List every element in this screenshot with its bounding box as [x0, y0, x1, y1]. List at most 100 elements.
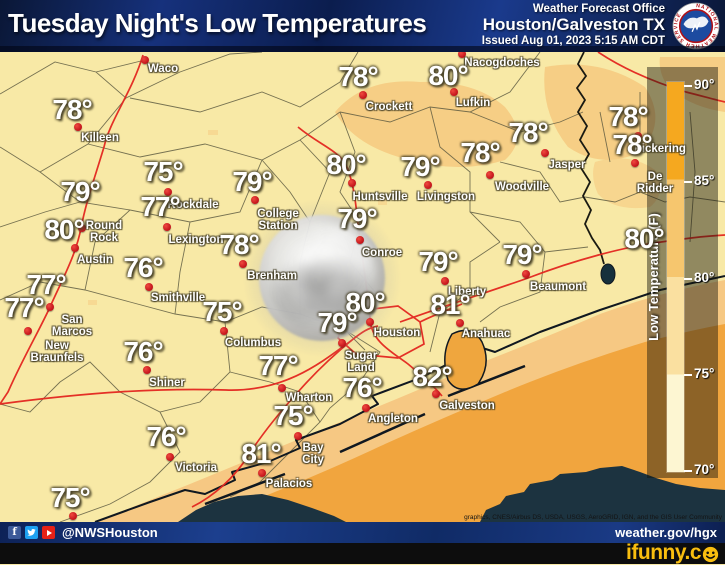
temp-label: 78°	[460, 137, 500, 168]
city-dot	[541, 149, 549, 157]
legend-color-bar	[667, 82, 684, 472]
footer-bar: f @NWSHouston weather.gov/hgx	[0, 522, 725, 543]
temp-label: 78°	[52, 94, 92, 125]
temp-label: 79°	[400, 151, 440, 182]
city-label: Sugar Land	[344, 349, 378, 374]
city-label: Anahuac	[461, 327, 511, 340]
temp-label: 79°	[502, 239, 542, 270]
legend-tick-mark	[684, 277, 692, 280]
city-dot	[359, 91, 367, 99]
city-dot	[74, 123, 82, 131]
temp-label: 79°	[60, 176, 100, 207]
temp-label: 78°	[608, 101, 648, 132]
temp-label: 77°	[258, 350, 298, 381]
city-dot	[239, 260, 247, 268]
city-dot	[458, 52, 466, 58]
city-dot	[634, 132, 642, 140]
forecast-map: Waco Killeen Rockdale Lexington Round Rock Au…	[0, 52, 725, 522]
city-label: Lexington	[168, 233, 224, 246]
youtube-icon	[42, 526, 55, 539]
city-dot	[432, 390, 440, 398]
header-bar: Tuesday Night's Low Temperatures Weather…	[0, 0, 725, 52]
legend-tick-mark	[684, 181, 692, 184]
city-dot	[486, 171, 494, 179]
office-name: Houston/Galveston TX	[482, 14, 665, 34]
city-dot	[348, 179, 356, 187]
city-label: Waco	[147, 62, 179, 75]
city-dot	[163, 223, 171, 231]
temp-label: 78°	[508, 117, 548, 148]
temp-label: 80°	[326, 149, 366, 180]
city-label: Rockdale	[167, 198, 219, 211]
city-dot	[166, 453, 174, 461]
temp-label: 77°	[4, 292, 44, 323]
city-label: Bay City	[302, 441, 324, 466]
temp-label: 80°	[345, 287, 385, 318]
city-label: Livingston	[416, 190, 476, 203]
city-label: Galveston	[439, 399, 495, 412]
city-label: San Marcos	[51, 313, 93, 338]
legend-tick-mark	[684, 470, 692, 472]
city-label: Shiner	[149, 376, 185, 389]
city-label: Killeen	[81, 131, 119, 144]
city-dot	[356, 236, 364, 244]
city-dot	[456, 319, 464, 327]
temp-label: 79°	[317, 307, 357, 338]
social-handle: @NWSHouston	[62, 525, 158, 540]
temp-label: 75°	[273, 400, 313, 431]
city-label: Pickering	[634, 142, 686, 155]
city-label: Liberty	[447, 285, 487, 298]
legend-tick-label: 70°	[694, 462, 715, 478]
city-dot	[143, 366, 151, 374]
watermark-bar: ifunny.c	[0, 541, 725, 565]
city-label: Conroe	[361, 246, 403, 259]
facebook-icon: f	[8, 526, 21, 539]
city-label: Wharton	[285, 391, 333, 404]
city-label: College Station	[257, 207, 299, 232]
city-label: Angleton	[368, 412, 418, 425]
temp-label: 75°	[202, 296, 242, 327]
city-dot	[71, 244, 79, 252]
city-label: Huntsville	[352, 190, 408, 203]
city-dot	[251, 196, 259, 204]
temp-label: 81°	[241, 438, 281, 469]
temp-label: 78°	[338, 61, 378, 92]
city-dot	[522, 270, 530, 278]
ifunny-text: ifunny.c	[626, 541, 701, 564]
temp-label: 80°	[428, 60, 468, 91]
city-dot	[450, 88, 458, 96]
city-dot	[366, 318, 374, 326]
map-attribution: graphics, CNES/Airbus DS, USDA, USGS, Ae…	[464, 514, 722, 521]
temperature-legend: 90° 85° 80° 75° 70° Low Temperature (F)	[646, 67, 718, 478]
city-label: Brenham	[247, 269, 297, 282]
website-url: weather.gov/hgx	[615, 525, 717, 540]
city-label: Crockett	[365, 100, 413, 113]
cloud-moon-graphic	[259, 215, 385, 341]
temp-label: 82°	[412, 361, 452, 392]
nws-logo-icon: NATIONAL WEATHER SERVICE	[672, 2, 720, 50]
city-label: De Ridder	[636, 170, 674, 195]
city-dot	[338, 339, 346, 347]
ifunny-watermark: ifunny.c	[626, 541, 719, 565]
legend-tick-label: 80°	[694, 269, 715, 285]
temp-label: 79°	[232, 166, 272, 197]
city-dot	[46, 303, 54, 311]
legend-tick-label: 75°	[694, 365, 715, 381]
temp-label: 75°	[50, 482, 90, 513]
twitter-icon	[25, 526, 38, 539]
city-label: Palacios	[265, 477, 313, 490]
city-dot	[78, 224, 86, 232]
city-label: Columbus	[224, 336, 282, 349]
city-dot	[145, 283, 153, 291]
city-label: Beaumont	[529, 280, 587, 293]
city-label: Lufkin	[455, 96, 491, 109]
city-dot	[24, 327, 32, 335]
legend-tick-mark	[684, 85, 692, 87]
city-dot	[294, 432, 302, 440]
temp-label: 79°	[337, 203, 377, 234]
legend-tick-mark	[684, 373, 692, 376]
city-dot	[69, 512, 77, 520]
temp-label: 77°	[26, 269, 66, 300]
city-label: Smithville	[150, 291, 206, 304]
office-block: Weather Forecast Office Houston/Galvesto…	[482, 3, 665, 48]
